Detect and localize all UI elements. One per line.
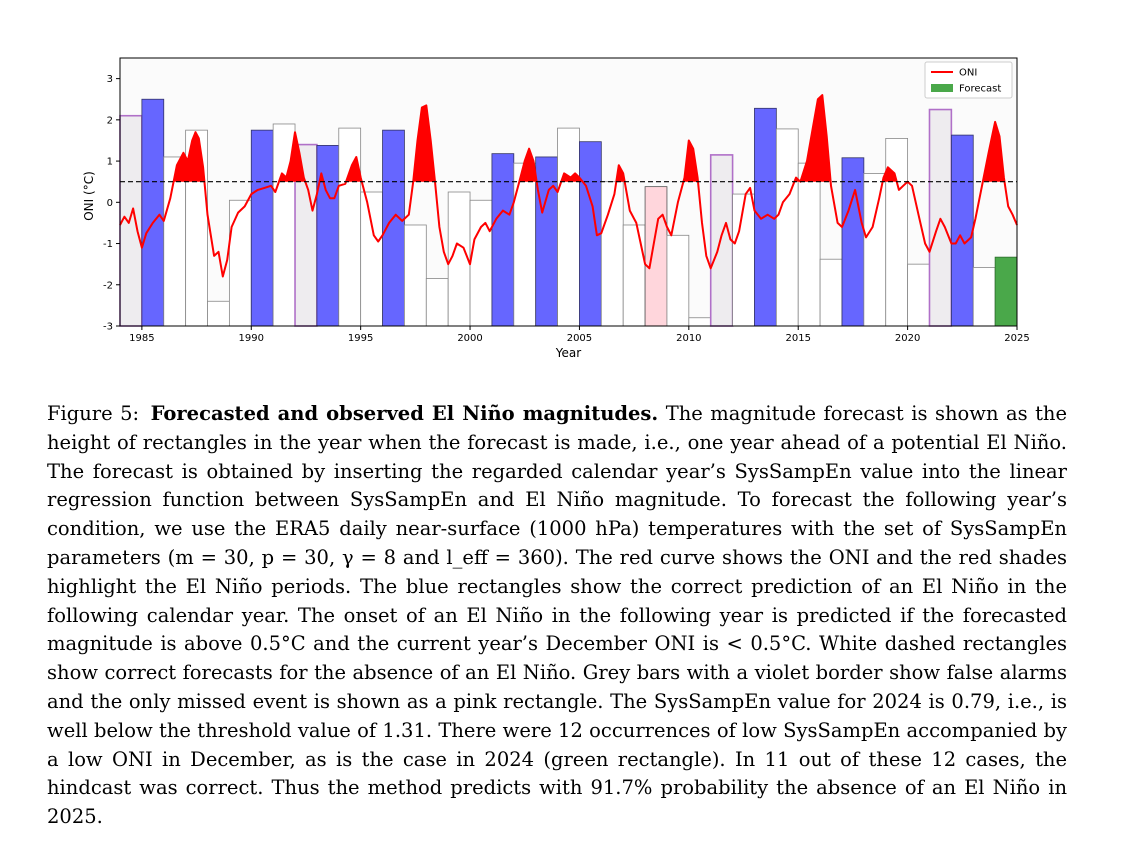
plot-frame xyxy=(119,57,1018,327)
x-tick-label: 2010 xyxy=(676,333,701,344)
oni-line-layer xyxy=(119,94,1018,278)
el-nino-shade xyxy=(882,167,897,182)
bar-2011 xyxy=(709,154,734,327)
y-tick-label: -3 xyxy=(103,322,113,333)
bar-2021 xyxy=(928,108,953,327)
axes-layer: -3 -2 -1 0 1 2 3 1985 1990 1995 2000 2005 2010 2015 20… xyxy=(82,57,1030,360)
bar-2017 xyxy=(841,157,865,327)
bar-1986 xyxy=(163,156,187,327)
caption-label: Figure 5: xyxy=(47,402,140,425)
bar-2024 xyxy=(994,256,1018,327)
x-tick-label: 1990 xyxy=(239,333,264,344)
bar-1985 xyxy=(141,98,165,327)
legend-swatch-forecast xyxy=(931,84,953,92)
figure-caption: Figure 5: Forecasted and observed El Niñ… xyxy=(47,400,1067,832)
bar-2023 xyxy=(972,267,996,327)
x-tick-label: 1995 xyxy=(348,333,373,344)
legend-label: ONI xyxy=(959,68,977,79)
bar-1997 xyxy=(404,224,427,327)
bar-2012 xyxy=(732,193,755,327)
bar-1990 xyxy=(250,129,274,327)
y-axis-label: ONI (°C) xyxy=(82,171,96,221)
bar-2022 xyxy=(950,134,974,327)
x-tick-label: 2000 xyxy=(457,333,482,344)
bar-2009 xyxy=(666,234,690,327)
y-tick-label: 2 xyxy=(107,115,113,126)
chart-canvas: -3 -2 -1 0 1 2 3 1985 1990 1995 2000 2005 2010 2015 20… xyxy=(82,57,1030,360)
bar-2010 xyxy=(688,317,712,327)
caption-title: Forecasted and observed El Niño magnitud… xyxy=(150,402,659,425)
el-nino-shade xyxy=(346,156,362,182)
bar-2015 xyxy=(797,162,821,327)
bar-2008 xyxy=(644,186,668,327)
x-tick-label: 2025 xyxy=(1004,333,1029,344)
bar-1993 xyxy=(316,145,340,327)
bar-2004 xyxy=(557,127,580,327)
y-tick-label: 1 xyxy=(107,157,113,168)
bar-2014 xyxy=(775,128,799,327)
el-nino-shade xyxy=(683,140,698,182)
x-tick-label: 1985 xyxy=(129,333,154,344)
y-tick-label: -2 xyxy=(103,280,113,291)
bar-1998 xyxy=(425,278,449,327)
legend-label: Forecast xyxy=(959,84,1001,95)
x-tick-label: 2020 xyxy=(895,333,920,344)
bar-2000 xyxy=(469,199,493,327)
legend: ONI Forecast xyxy=(924,61,1013,99)
bar-2007 xyxy=(622,224,646,327)
bar-1995 xyxy=(360,191,383,327)
x-tick-label: 2005 xyxy=(567,333,592,344)
el-nino-shade xyxy=(794,95,831,182)
y-tick-label: 3 xyxy=(107,74,113,85)
bar-1988 xyxy=(207,300,230,327)
bar-2001 xyxy=(491,153,515,327)
x-axis-label: Year xyxy=(555,346,581,360)
x-tick-label: 2015 xyxy=(785,333,810,344)
bar-2019 xyxy=(885,137,909,327)
bar-1989 xyxy=(228,199,252,327)
el-nino-shade xyxy=(413,105,537,182)
bar-2016 xyxy=(819,258,843,327)
y-tick-label: 0 xyxy=(107,198,113,209)
y-tick-label: -1 xyxy=(103,239,113,250)
bar-2018 xyxy=(863,173,887,327)
oni-line xyxy=(119,94,1018,278)
oni-forecast-chart: -3 -2 -1 0 1 2 3 1985 1990 1995 2000 2005 2010 2015 20… xyxy=(0,0,1123,380)
bar-2020 xyxy=(907,263,930,327)
bar-2003 xyxy=(535,156,558,327)
caption-body: The magnitude forecast is shown as the h… xyxy=(47,402,1068,829)
